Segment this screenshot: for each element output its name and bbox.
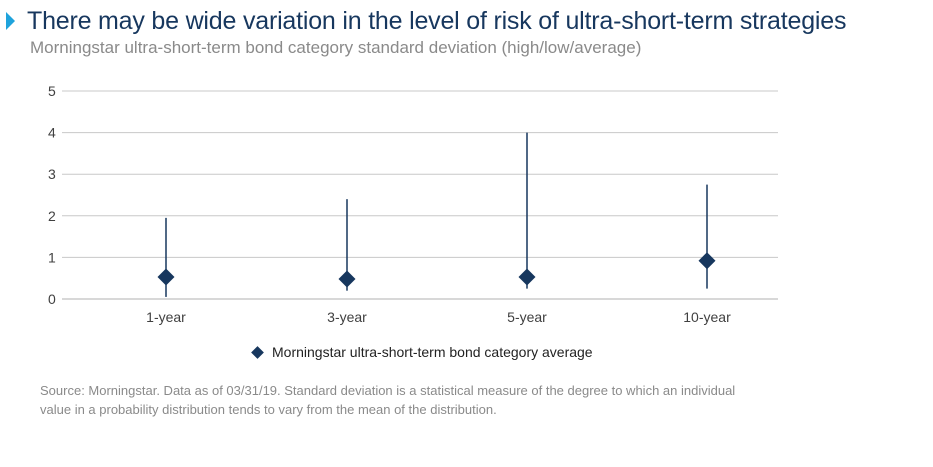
x-tick-label: 3-year [327, 309, 367, 325]
average-markers [157, 252, 716, 288]
x-tick-label: 1-year [146, 309, 186, 325]
x-tick-label: 10-year [683, 309, 731, 325]
range-lines [165, 132, 708, 297]
chart-subtitle: Morningstar ultra-short-term bond catego… [30, 38, 642, 57]
legend-label: Morningstar ultra-short-term bond catego… [272, 344, 593, 360]
x-tick-label: 5-year [507, 309, 547, 325]
x-axis-ticks: 1-year 3-year 5-year 10-year [146, 309, 731, 325]
y-tick-label: 1 [48, 249, 56, 265]
title-row: There may be wide variation in the level… [6, 4, 846, 38]
y-tick-label: 3 [48, 166, 56, 182]
page-title: There may be wide variation in the level… [27, 6, 847, 35]
source-note: Source: Morningstar. Data as of 03/31/19… [40, 383, 736, 417]
legend: Morningstar ultra-short-term bond catego… [251, 344, 593, 360]
range-chart: 0 1 2 3 4 5 1-year 3-year 5-year 10-year [48, 83, 778, 325]
y-tick-label: 4 [48, 125, 56, 141]
y-tick-label: 5 [48, 83, 56, 99]
y-tick-label: 2 [48, 208, 56, 224]
average-marker [157, 268, 175, 286]
title-arrow-icon [6, 12, 15, 30]
y-axis-ticks: 0 1 2 3 4 5 [48, 83, 56, 307]
grid-layer [62, 90, 778, 300]
diamond-icon [251, 345, 264, 359]
average-marker [338, 270, 356, 288]
average-marker [518, 268, 536, 286]
average-marker [698, 252, 716, 270]
y-tick-label: 0 [48, 291, 56, 307]
